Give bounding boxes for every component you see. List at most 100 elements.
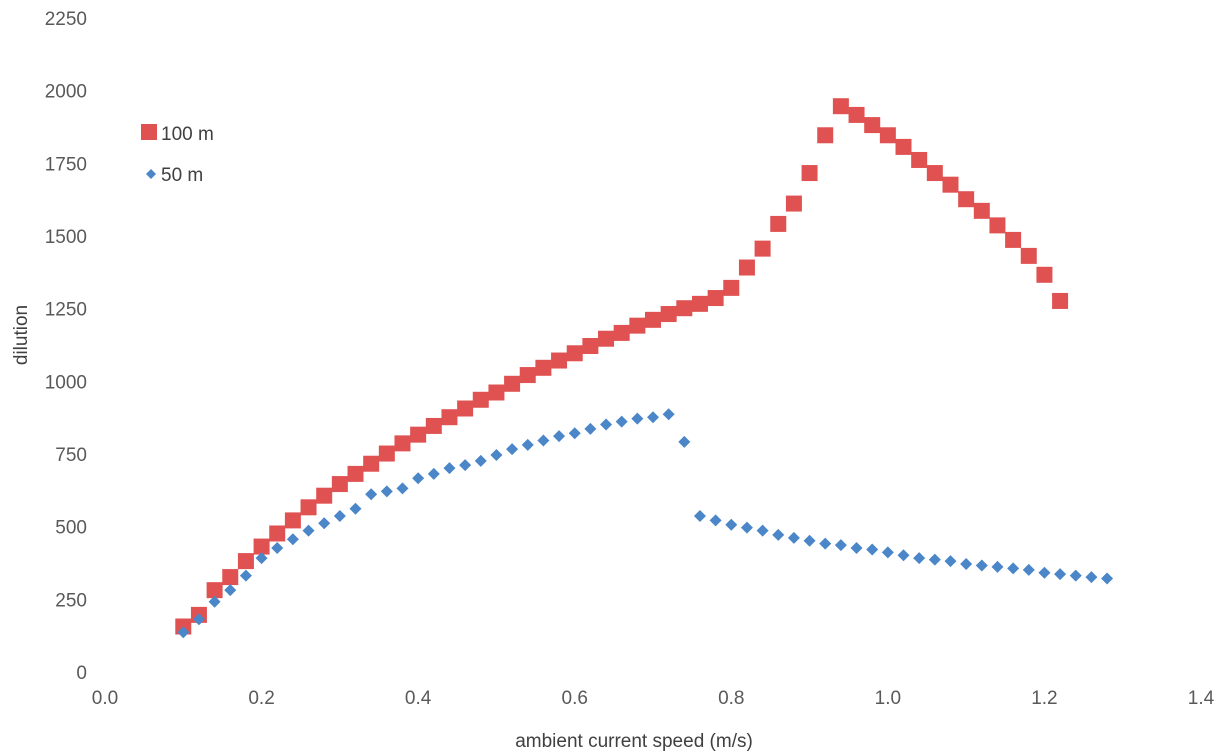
series-100m — [175, 98, 1069, 635]
data-point-100m — [629, 317, 646, 334]
data-point-50m — [787, 531, 800, 544]
data-point-100m — [676, 300, 693, 317]
data-point-100m — [817, 127, 834, 144]
data-point-100m — [441, 409, 458, 426]
data-point-100m — [206, 582, 223, 599]
data-point-100m — [864, 117, 881, 134]
data-point-50m — [177, 626, 190, 639]
data-series-layer — [175, 98, 1114, 639]
y-tick-label: 0 — [76, 663, 87, 684]
data-point-50m — [866, 543, 879, 556]
data-point-100m — [738, 259, 755, 276]
data-point-100m — [707, 290, 724, 307]
data-point-50m — [991, 560, 1004, 573]
y-tick-label: 2000 — [45, 82, 87, 103]
data-point-50m — [1022, 563, 1035, 576]
data-point-50m — [803, 534, 816, 547]
data-point-100m — [832, 98, 849, 115]
x-tick-label: 1.2 — [1031, 688, 1057, 709]
data-point-50m — [333, 510, 346, 523]
y-tick-label: 2250 — [45, 9, 87, 30]
data-point-50m — [631, 412, 644, 425]
data-point-100m — [895, 138, 912, 155]
data-point-50m — [881, 546, 894, 559]
data-point-100m — [598, 330, 615, 347]
data-point-100m — [958, 191, 975, 208]
data-point-100m — [394, 435, 411, 452]
y-tick-label: 250 — [55, 590, 87, 611]
legend-label-100m: 100 m — [161, 124, 214, 145]
data-point-50m — [834, 539, 847, 552]
data-point-100m — [691, 295, 708, 312]
data-point-50m — [459, 459, 472, 472]
data-point-50m — [850, 542, 863, 555]
data-point-50m — [740, 521, 753, 534]
data-point-50m — [772, 528, 785, 541]
data-point-100m — [801, 165, 818, 182]
data-point-50m — [474, 454, 487, 467]
legend-label-50m: 50 m — [161, 165, 203, 186]
data-point-50m — [678, 435, 691, 448]
x-axis-tick-labels: 0.0 0.2 0.4 0.6 0.8 1.0 1.2 1.4 — [92, 688, 1215, 709]
data-point-100m — [1005, 231, 1022, 248]
y-tick-label: 750 — [55, 445, 87, 466]
data-point-100m — [942, 176, 959, 193]
data-point-100m — [347, 465, 364, 482]
data-point-50m — [349, 502, 362, 515]
data-point-50m — [975, 559, 988, 572]
series-50m — [177, 408, 1114, 639]
data-point-50m — [208, 595, 221, 608]
data-point-100m — [410, 426, 427, 443]
data-point-50m — [693, 510, 706, 523]
data-point-100m — [879, 127, 896, 144]
x-tick-label: 1.0 — [875, 688, 901, 709]
data-point-50m — [255, 552, 268, 565]
data-point-100m — [519, 367, 536, 384]
data-point-100m — [613, 324, 630, 341]
data-point-50m — [380, 485, 393, 498]
data-point-100m — [488, 384, 505, 401]
data-point-100m — [284, 512, 301, 529]
data-point-50m — [521, 438, 534, 451]
data-point-50m — [897, 549, 910, 562]
data-point-100m — [582, 338, 599, 354]
data-point-50m — [553, 430, 566, 443]
data-point-50m — [819, 537, 832, 550]
data-point-100m — [551, 352, 568, 369]
y-tick-label: 1250 — [45, 300, 87, 321]
data-point-100m — [504, 375, 521, 392]
x-tick-label: 0.8 — [718, 688, 744, 709]
data-point-50m — [568, 427, 581, 440]
data-point-100m — [331, 476, 348, 493]
x-tick-label: 1.4 — [1188, 688, 1215, 709]
y-tick-label: 500 — [55, 518, 87, 539]
data-point-50m — [271, 542, 284, 555]
data-point-100m — [535, 359, 552, 376]
legend-marker-50m — [146, 169, 156, 179]
data-point-100m — [723, 279, 740, 296]
data-point-50m — [709, 514, 722, 527]
data-point-50m — [944, 555, 957, 568]
data-point-50m — [960, 558, 973, 570]
data-point-50m — [412, 472, 425, 485]
data-point-50m — [584, 422, 597, 435]
data-point-100m — [660, 306, 677, 323]
data-point-100m — [1020, 247, 1037, 264]
data-point-100m — [253, 538, 270, 555]
data-point-50m — [1054, 568, 1067, 581]
data-point-100m — [1036, 266, 1053, 283]
x-axis-title: ambient current speed (m/s) — [515, 731, 753, 752]
data-point-100m — [848, 106, 865, 123]
y-tick-label: 1500 — [45, 227, 87, 248]
data-point-100m — [425, 417, 442, 434]
data-point-50m — [662, 408, 675, 421]
data-point-50m — [239, 569, 252, 582]
data-point-100m — [911, 151, 928, 168]
data-point-100m — [973, 202, 990, 219]
data-point-100m — [472, 391, 489, 408]
y-axis-title: dilution — [11, 305, 32, 365]
data-point-100m — [770, 215, 787, 232]
y-tick-label: 1000 — [45, 372, 87, 393]
data-point-100m — [457, 400, 474, 417]
